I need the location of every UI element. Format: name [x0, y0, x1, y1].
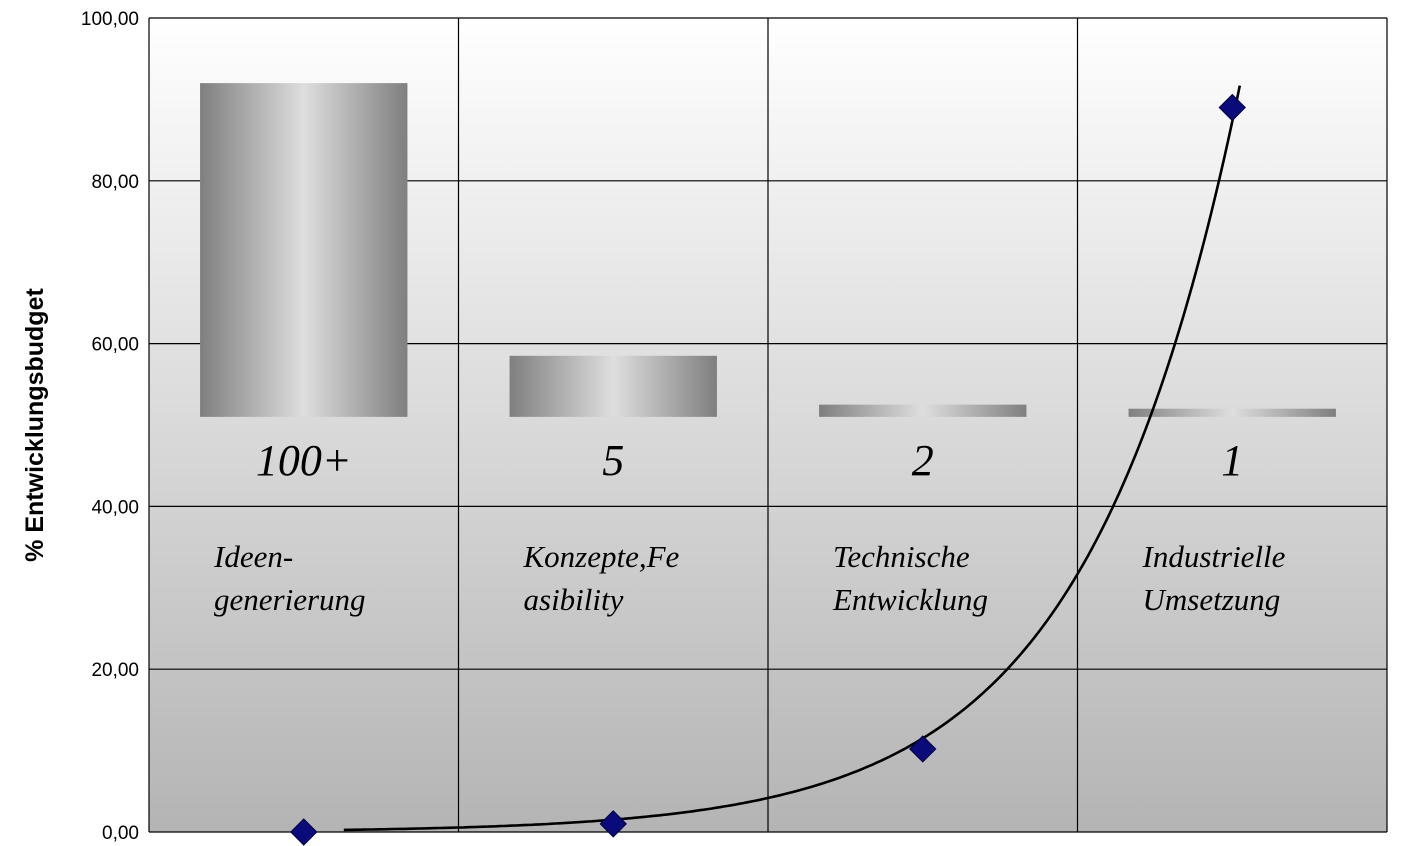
data-point	[599, 810, 627, 838]
y-axis-label: % Entwicklungsbudget	[21, 288, 49, 562]
data-point	[909, 735, 937, 763]
trendline	[343, 85, 1242, 832]
y-tick-label: 0,00	[102, 823, 139, 844]
stage-bars	[200, 83, 1336, 417]
y-axis-ticks: 0,00 20,00 40,00 60,00 80,00 100,00	[81, 9, 139, 844]
exponential-trendline	[343, 85, 1242, 832]
stage-label: Konzepte,Fe	[523, 539, 680, 574]
stage-count: 5	[602, 436, 624, 485]
y-tick-label: 20,00	[91, 660, 139, 681]
data-point	[290, 818, 318, 846]
stage-labels: 100+ Ideen-generierung 5 Konzepte,Fe asibili…	[213, 436, 1286, 617]
y-tick-label: 100,00	[81, 9, 139, 30]
stage-bar	[200, 83, 408, 417]
stage-count: 2	[912, 436, 934, 485]
stage-count: 1	[1221, 436, 1243, 485]
gridlines	[148, 17, 1388, 833]
stage-count: 100+	[256, 436, 352, 485]
data-markers	[290, 93, 1246, 846]
y-tick-label: 60,00	[91, 335, 139, 356]
y-tick-label: 40,00	[91, 497, 139, 518]
stage-label: asibility	[524, 582, 624, 617]
stage-label: Industrielle	[1142, 539, 1286, 574]
stage-bar	[509, 355, 717, 417]
stage-label: Umsetzung	[1143, 582, 1281, 617]
stage-bar	[1128, 408, 1336, 417]
stage-label: Entwicklung	[832, 582, 988, 617]
stage-label: Ideen-	[213, 539, 293, 574]
y-tick-label: 80,00	[91, 172, 139, 193]
stage-bar	[819, 404, 1027, 417]
stage-label: generierung	[214, 582, 366, 617]
data-point	[1218, 93, 1246, 122]
stage-label: Technische	[833, 539, 970, 574]
